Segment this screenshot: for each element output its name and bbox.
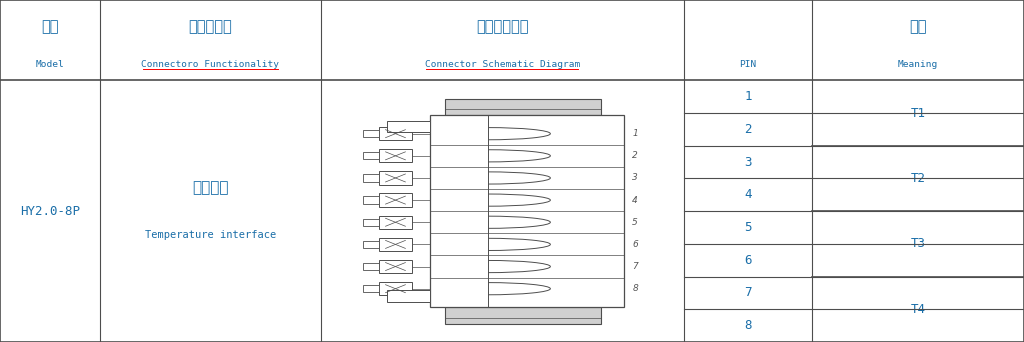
Text: 5: 5 — [744, 221, 752, 234]
Bar — [364, 174, 379, 182]
Bar — [364, 241, 379, 248]
Bar — [379, 260, 412, 273]
Text: T2: T2 — [910, 172, 926, 185]
Bar — [430, 115, 625, 307]
Text: 4: 4 — [744, 188, 752, 201]
Text: Model: Model — [36, 61, 65, 69]
Bar — [379, 238, 412, 251]
Text: Connectoro Functionality: Connectoro Functionality — [141, 61, 280, 69]
Bar — [445, 98, 601, 115]
Text: 含义: 含义 — [909, 19, 927, 34]
Text: 4: 4 — [632, 196, 638, 205]
Bar — [379, 282, 412, 295]
Text: 7: 7 — [744, 287, 752, 300]
Bar — [379, 215, 412, 229]
Bar — [364, 263, 379, 270]
Bar — [364, 130, 379, 137]
Bar — [379, 127, 412, 140]
Text: T4: T4 — [910, 303, 926, 316]
Text: HY2.0-8P: HY2.0-8P — [20, 205, 80, 218]
Bar — [364, 219, 379, 226]
Text: 型号: 型号 — [41, 19, 59, 34]
Text: PIN: PIN — [739, 61, 757, 69]
Text: T1: T1 — [910, 107, 926, 120]
Text: 1: 1 — [744, 90, 752, 103]
Text: 7: 7 — [632, 262, 638, 271]
Bar — [387, 121, 430, 132]
Bar — [445, 307, 601, 324]
Text: 接插件示意图: 接插件示意图 — [476, 19, 528, 34]
Text: 8: 8 — [744, 319, 752, 332]
Text: 3: 3 — [744, 156, 752, 169]
Text: 2: 2 — [744, 123, 752, 136]
Bar — [379, 149, 412, 162]
Text: 8: 8 — [632, 284, 638, 293]
Bar — [387, 290, 430, 302]
Text: 温度接口: 温度接口 — [193, 180, 228, 195]
Bar — [379, 171, 412, 185]
Text: 5: 5 — [632, 218, 638, 227]
Text: 3: 3 — [632, 173, 638, 183]
Bar — [364, 285, 379, 292]
Text: 6: 6 — [632, 240, 638, 249]
Bar — [364, 196, 379, 204]
Text: 接插件功能: 接插件功能 — [188, 19, 232, 34]
Text: 2: 2 — [632, 151, 638, 160]
Text: Connector Schematic Diagram: Connector Schematic Diagram — [425, 61, 580, 69]
Bar — [379, 194, 412, 207]
Text: 6: 6 — [744, 254, 752, 267]
Text: T3: T3 — [910, 237, 926, 250]
Text: 1: 1 — [632, 129, 638, 138]
Text: Temperature interface: Temperature interface — [144, 230, 276, 240]
Text: Meaning: Meaning — [898, 61, 938, 69]
Bar — [364, 152, 379, 159]
